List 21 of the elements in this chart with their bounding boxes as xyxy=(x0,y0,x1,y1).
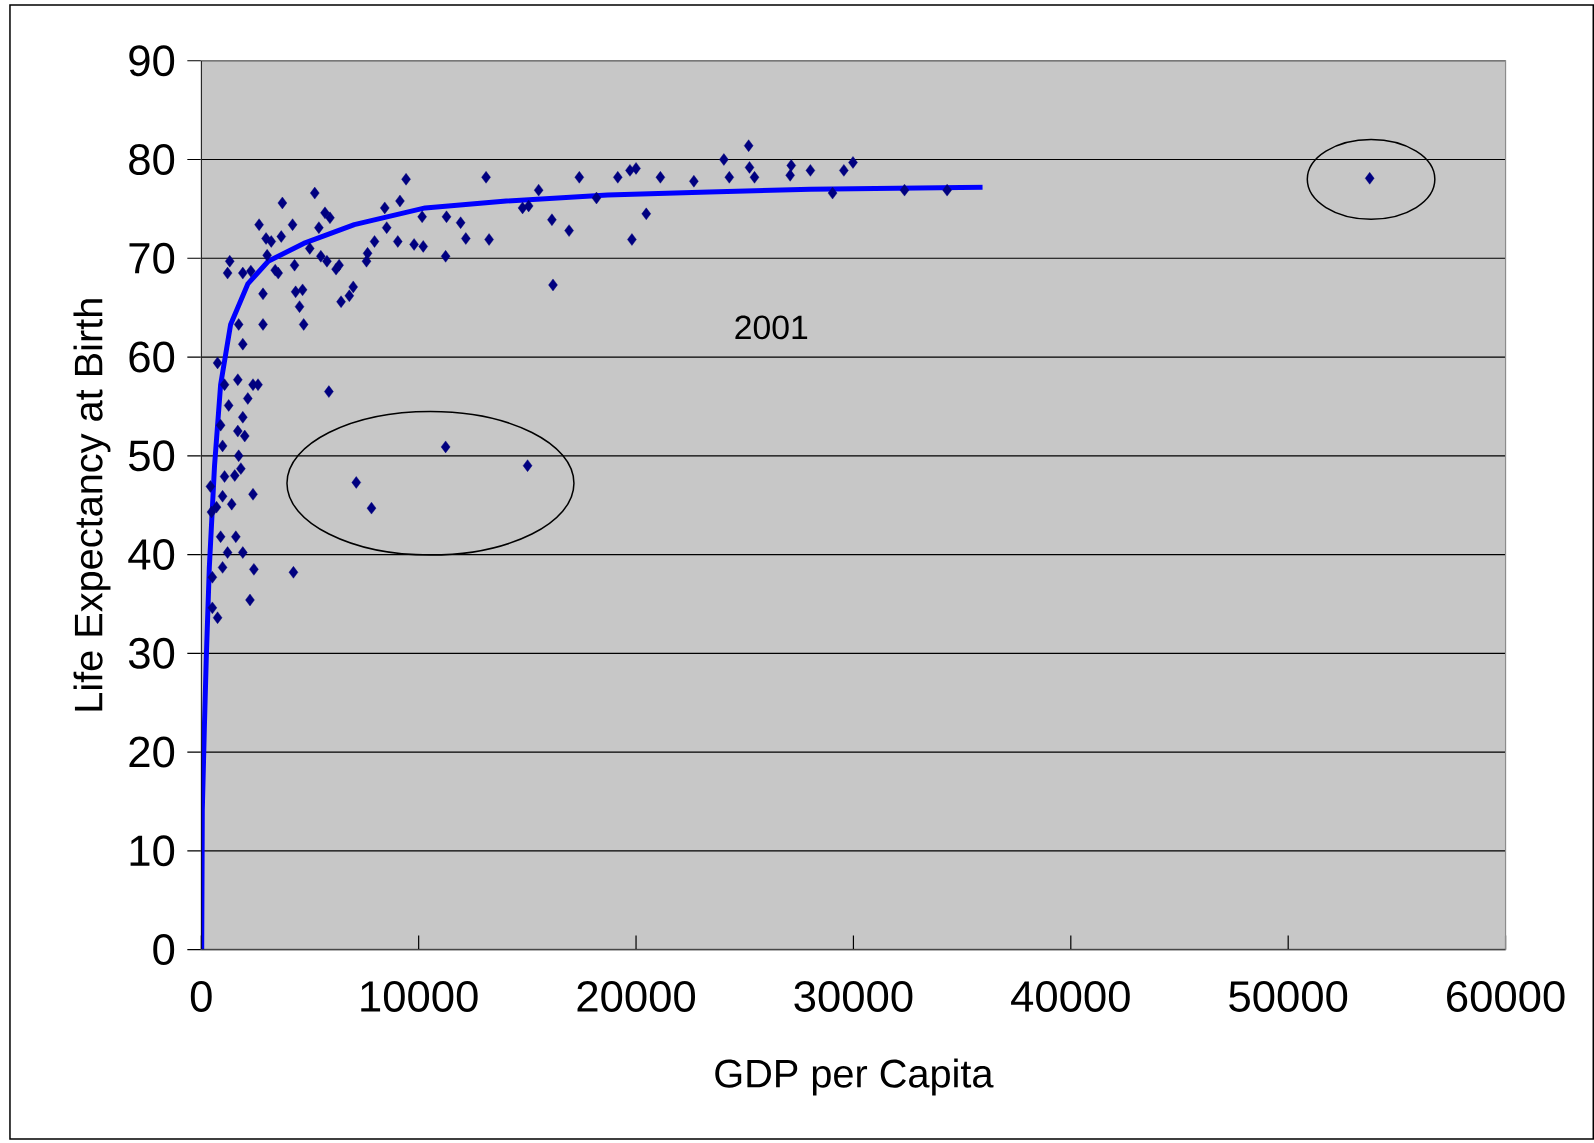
x-tick-label: 10000 xyxy=(361,981,478,1012)
x-tick-label: 50000 xyxy=(1229,981,1348,1012)
y-tick-label: 90 xyxy=(129,45,175,77)
x-tick-label: 0 xyxy=(190,981,212,1012)
y-tick-label: 30 xyxy=(128,637,175,669)
x-tick-label: 60000 xyxy=(1447,981,1565,1012)
y-tick-label: 0 xyxy=(153,934,175,966)
y-tick-label: 50 xyxy=(129,440,175,472)
y-tick-label: 40 xyxy=(128,539,175,571)
x-axis-title: GDP per Capita xyxy=(715,1058,994,1096)
x-tick-label: 20000 xyxy=(577,981,696,1012)
x-tick-label: 40000 xyxy=(1011,981,1130,1012)
y-tick-label: 10 xyxy=(130,835,175,867)
x-tick-label: 30000 xyxy=(794,981,913,1012)
y-tick-label: 20 xyxy=(129,736,175,768)
y-tick-label: 80 xyxy=(129,144,175,176)
y-tick-label: 60 xyxy=(129,341,175,373)
annotation: 2001 xyxy=(735,315,808,340)
y-tick-label: 70 xyxy=(129,242,175,274)
y-axis-title: Life Expectancy at Birth xyxy=(73,299,111,711)
line-series xyxy=(201,184,986,950)
